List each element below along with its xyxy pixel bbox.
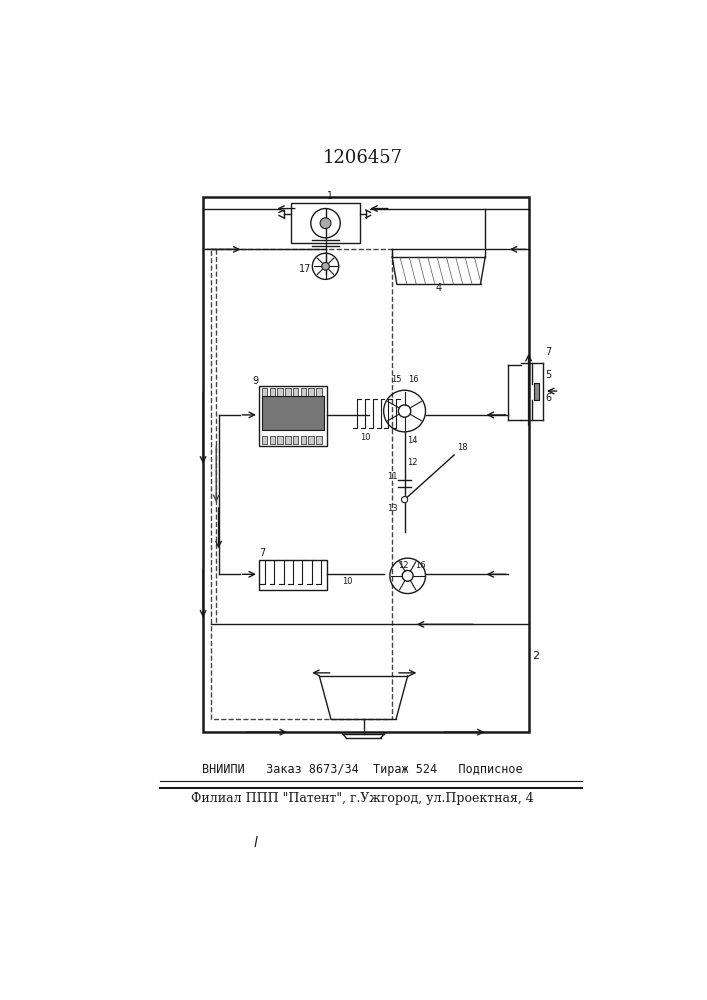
Bar [293,436,298,444]
Bar [262,388,267,396]
Text: 13: 13 [387,504,398,513]
Text: 16: 16 [416,561,426,570]
Text: 12: 12 [407,458,417,467]
Text: 4: 4 [436,283,442,293]
Text: 12: 12 [398,561,409,570]
Text: 9: 9 [252,376,259,386]
Bar [211,249,392,719]
Text: 17: 17 [299,264,312,274]
Text: 2: 2 [532,651,539,661]
Bar [259,386,327,446]
Circle shape [322,262,329,270]
Circle shape [398,405,411,417]
Bar [308,388,314,396]
Bar [300,388,306,396]
Circle shape [402,497,408,503]
Bar [316,436,322,444]
Bar [277,436,283,444]
Bar [285,388,291,396]
Text: ВНИИПИ   Заказ 8673/34  Тираж 524   Подписное: ВНИИПИ Заказ 8673/34 Тираж 524 Подписное [202,763,523,776]
Circle shape [402,570,413,581]
Text: 6: 6 [546,393,551,403]
Bar [270,388,275,396]
Text: 7: 7 [259,548,265,558]
Bar [270,436,275,444]
Text: 1: 1 [327,191,333,201]
Text: 14: 14 [407,436,417,445]
Bar [277,388,283,396]
Bar [293,388,298,396]
Bar [308,436,314,444]
Text: 10: 10 [360,433,370,442]
Text: 18: 18 [457,443,468,452]
Bar [285,436,291,444]
Bar [203,197,529,732]
Bar [291,203,360,243]
Text: 16: 16 [408,375,419,384]
Text: 5: 5 [546,370,552,380]
Bar [316,388,322,396]
Bar [262,436,267,444]
Text: 15: 15 [391,375,401,384]
Bar [259,560,327,590]
Bar [262,396,324,430]
Text: 11: 11 [387,472,398,481]
Text: 7: 7 [546,347,552,357]
Text: 10: 10 [343,577,353,586]
Text: 1206457: 1206457 [322,149,403,167]
Circle shape [320,218,331,229]
Bar [534,383,539,400]
Bar [300,436,306,444]
Text: Филиал ППП "Патент", г.Ужгород, ул.Проектная, 4: Филиал ППП "Патент", г.Ужгород, ул.Проек… [192,792,534,805]
Text: l: l [253,836,257,850]
